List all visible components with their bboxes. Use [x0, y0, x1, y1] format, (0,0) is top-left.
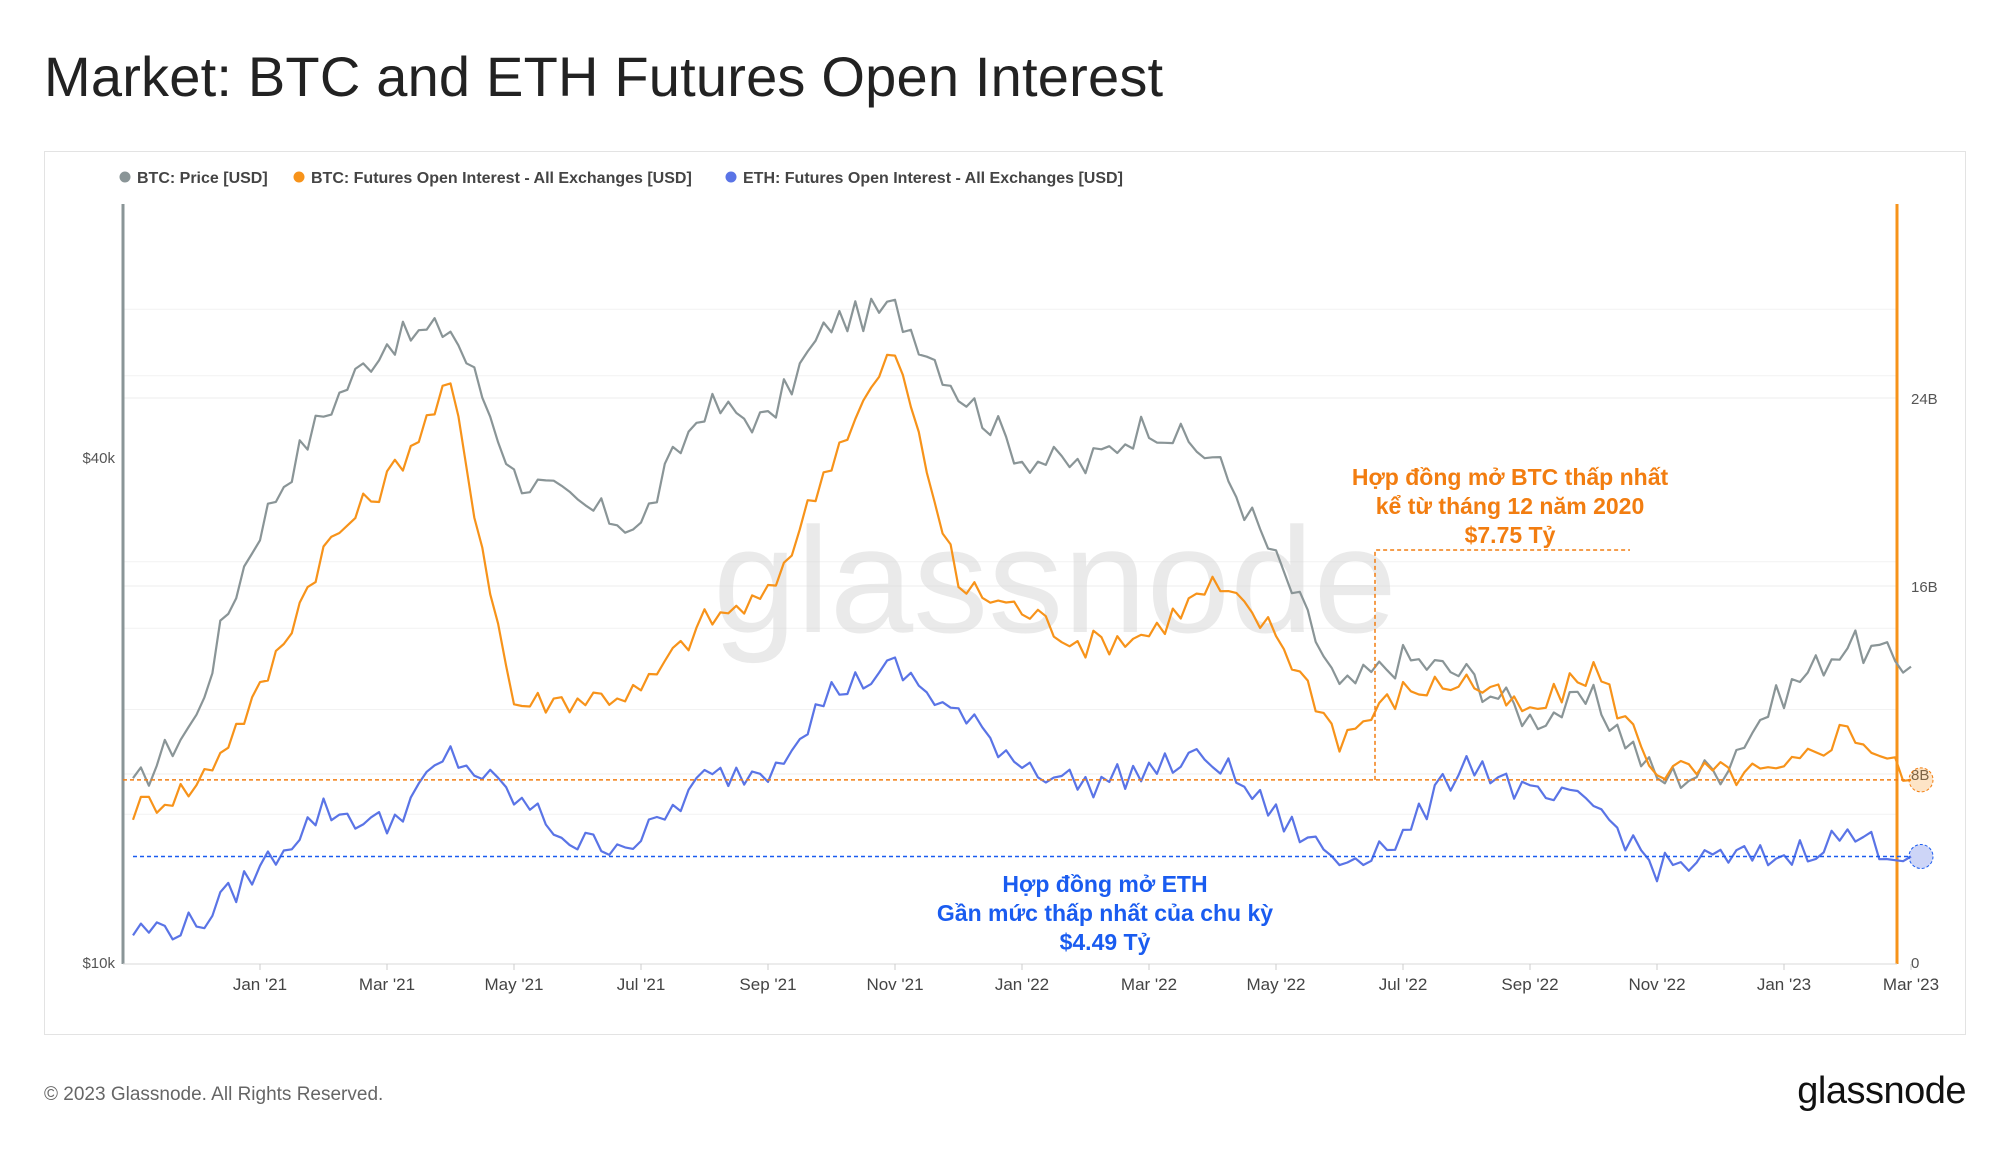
series-line	[132, 297, 1912, 789]
legend-dot	[725, 171, 737, 183]
eth-annotation-text: $4.49 Tỷ	[1060, 929, 1151, 955]
series-lines	[131, 297, 1912, 941]
x-tick-label: Sep '21	[739, 975, 796, 994]
watermark: glassnode	[713, 496, 1397, 664]
x-tick-label: Sep '22	[1501, 975, 1558, 994]
x-tick-label: Mar '21	[359, 975, 415, 994]
y-right-tick-label: 0	[1911, 955, 1919, 972]
x-tick-label: Jan '21	[233, 975, 287, 994]
glassnode-logo: glassnode	[1797, 1070, 1966, 1112]
chart-svg: glassnode BTC: Price [USD] BTC: Futures O…	[82, 170, 1939, 994]
series-line	[132, 656, 1912, 941]
y-right-tick-label: 24B	[1911, 391, 1938, 408]
y-left-tick-label: $10k	[82, 955, 115, 972]
eth-annotation-text: Gần mức thấp nhất của chu kỳ	[937, 900, 1273, 926]
x-tick-label: May '21	[485, 975, 544, 994]
y-left-tick-label: $40k	[82, 450, 115, 467]
btc-annotation-text: $7.75 Tỷ	[1465, 522, 1556, 548]
chart-panel: glassnode BTC: Price [USD] BTC: Futures O…	[44, 151, 1966, 1035]
btc-annotation-bracket	[1374, 549, 1630, 780]
btc-annotation-text: Hợp đồng mở BTC thấp nhất	[1352, 464, 1669, 490]
x-tick-label: Nov '21	[866, 975, 923, 994]
page-title: Market: BTC and ETH Futures Open Interes…	[44, 45, 1164, 108]
y-right-tick-label: 8B	[1911, 767, 1929, 784]
legend-label: BTC: Price [USD]	[137, 170, 268, 187]
x-tick-label: Jul '22	[1379, 975, 1428, 994]
x-tick-label: Mar '23	[1883, 975, 1939, 994]
legend: BTC: Price [USD] BTC: Futures Open Intere…	[119, 170, 1123, 187]
x-tick-label: Jul '21	[617, 975, 666, 994]
btc-min-marker	[1908, 767, 1934, 793]
x-tick-label: Jan '22	[995, 975, 1049, 994]
eth-annotation-text: Hợp đồng mở ETH	[1002, 871, 1207, 897]
axes: Jan '21 Mar '21 May '21 Jul '21 Sep '21 Nov '…	[82, 204, 1939, 994]
legend-dot	[293, 171, 305, 183]
copyright: © 2023 Glassnode. All Rights Reserved.	[44, 1084, 384, 1105]
x-tick-label: Mar '22	[1121, 975, 1177, 994]
series-line	[131, 353, 1912, 821]
annotations: Hợp đồng mở BTC thấp nhất kể từ tháng 12 …	[123, 464, 1934, 955]
legend-label: BTC: Futures Open Interest - All Exchang…	[311, 170, 692, 187]
legend-dot	[119, 171, 131, 183]
y-right-tick-label: 16B	[1911, 579, 1938, 596]
gridlines	[123, 308, 1897, 815]
x-tick-label: May '22	[1247, 975, 1306, 994]
eth-min-marker	[1908, 843, 1934, 869]
legend-label: ETH: Futures Open Interest - All Exchang…	[743, 170, 1123, 187]
x-tick-label: Nov '22	[1628, 975, 1685, 994]
x-tick-label: Jan '23	[1757, 975, 1811, 994]
btc-annotation-text: kể từ tháng 12 năm 2020	[1376, 493, 1645, 519]
